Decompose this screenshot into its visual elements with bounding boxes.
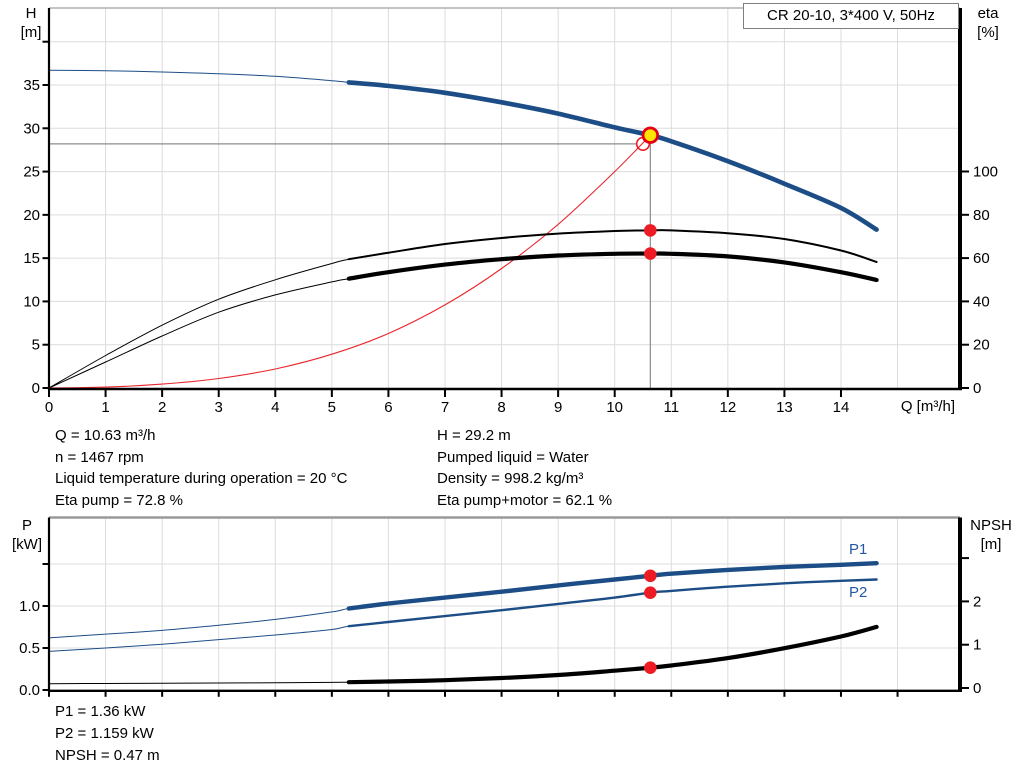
y-right-tick-label: 0	[973, 680, 981, 697]
p1-curve-label: P1	[849, 541, 868, 558]
y-right-tick-label: 0	[973, 380, 981, 397]
x-tick-label: 13	[776, 399, 793, 416]
operating-point-dot	[644, 661, 657, 674]
operating-point-dot	[644, 224, 657, 237]
y-right-tick-label: 80	[973, 207, 990, 224]
eta-pump-curve	[347, 229, 878, 263]
y-left-tick-label: 10	[23, 293, 40, 310]
x-tick-label: 8	[497, 399, 505, 416]
x-tick-label: 12	[719, 399, 736, 416]
p1-curve	[346, 561, 879, 611]
info-eta-pump-motor: Eta pump+motor = 62.1 %	[437, 492, 613, 509]
p2-curve-label: P2	[849, 584, 868, 601]
y-left-tick-label: 5	[32, 337, 40, 354]
x-tick-label: 6	[384, 399, 392, 416]
duty-point-marker	[641, 126, 660, 144]
info-head: H = 29.2 m	[437, 427, 511, 444]
x-tick-label: 0	[45, 399, 53, 416]
x-tick-label: 9	[554, 399, 562, 416]
y-left-tick-label: 20	[23, 207, 40, 224]
x-tick-label: 11	[663, 399, 679, 416]
y-left-tick-label: 30	[23, 120, 40, 137]
eta-axis-unit: [%]	[977, 24, 999, 41]
y-right-tick-label: 40	[973, 293, 990, 310]
p2-curve	[347, 578, 878, 628]
info-speed: n = 1467 rpm	[55, 449, 144, 466]
info-p1: P1 = 1.36 kW	[55, 703, 146, 720]
y-left-tick-label: 1.0	[19, 598, 40, 615]
operating-point-dot	[644, 586, 657, 599]
pump-title-box: CR 20-10, 3*400 V, 50Hz	[743, 3, 959, 29]
y-right-tick-label: 60	[973, 250, 990, 267]
npsh-axis-unit: [m]	[980, 536, 1002, 553]
h-axis-symbol: H	[25, 5, 37, 22]
operating-point-dot	[644, 247, 657, 260]
p-axis-symbol: P	[21, 517, 32, 534]
npsh-axis-symbol: NPSH	[970, 517, 1012, 534]
eta-pump-motor-curve-thin	[48, 253, 877, 389]
x-tick-label: 1	[101, 399, 109, 416]
y-left-tick-label: 25	[23, 164, 40, 181]
system-curve-thin	[48, 134, 651, 389]
p-axis-title: P [kW]	[7, 516, 47, 554]
x-tick-label: 3	[215, 399, 223, 416]
y-left-tick-label: 15	[23, 250, 40, 267]
p-axis-unit: [kW]	[12, 536, 42, 553]
y-right-tick-label: 100	[973, 164, 998, 181]
y-left-tick-label: 0	[32, 380, 40, 397]
x-tick-label: 7	[441, 399, 449, 416]
info-density: Density = 998.2 kg/m³	[437, 470, 584, 487]
info-pumped-liquid: Pumped liquid = Water	[437, 449, 589, 466]
y-left-tick-label: 35	[23, 77, 40, 94]
h-axis-unit: [m]	[20, 24, 42, 41]
eta-pump-curve-thin	[48, 229, 877, 389]
npsh-curve	[346, 624, 879, 685]
npsh-axis-title: NPSH [m]	[962, 516, 1020, 554]
head-curve	[346, 80, 879, 232]
info-npsh: NPSH = 0.47 m	[55, 747, 160, 764]
h-axis-title: H [m]	[11, 4, 51, 42]
x-tick-label: 10	[606, 399, 623, 416]
x-tick-label: 4	[271, 399, 279, 416]
x-tick-label: 2	[158, 399, 166, 416]
operating-point-dot	[644, 569, 657, 583]
y-right-tick-label: 2	[973, 593, 981, 610]
power-chart: 0.0 0.5 1.0 0 1 2	[19, 516, 981, 699]
p1-curve-thin	[48, 562, 877, 639]
eta-axis-symbol: eta	[977, 5, 999, 22]
y-right-tick-label: 20	[973, 337, 990, 354]
x-tick-label: 5	[328, 399, 336, 416]
y-right-tick-label: 1	[973, 637, 981, 654]
info-flow: Q = 10.63 m³/h	[55, 427, 156, 444]
eta-pump-motor-curve	[346, 251, 879, 283]
q-axis-title: Q [m³/h]	[900, 398, 955, 415]
info-eta-pump: Eta pump = 72.8 %	[55, 492, 183, 509]
x-tick-label: 14	[833, 399, 850, 416]
y-left-tick-label: 0.0	[19, 682, 40, 699]
eta-axis-title: eta [%]	[966, 4, 1010, 42]
y-left-tick-label: 0.5	[19, 640, 40, 657]
info-temperature: Liquid temperature during operation = 20…	[55, 470, 348, 487]
info-p2: P2 = 1.159 kW	[55, 725, 154, 742]
